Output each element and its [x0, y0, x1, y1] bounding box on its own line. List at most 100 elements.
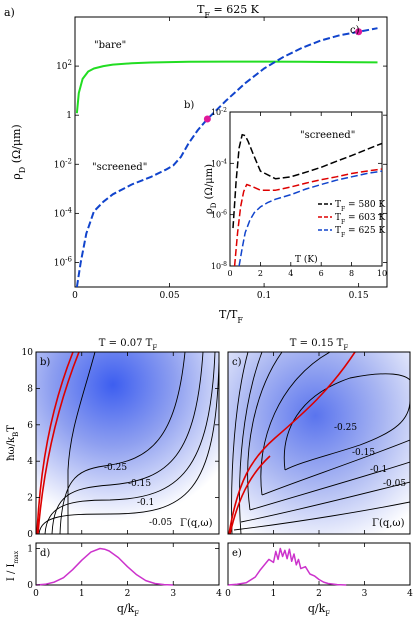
panel-d-frame: [35, 542, 220, 586]
dispersion-b-2: [37, 352, 80, 534]
panel-b-label: b): [40, 357, 50, 368]
y-tick-label: 6: [27, 421, 33, 431]
y-tick-label: 10-4: [54, 206, 73, 219]
y-tick-label: 10-2: [211, 107, 227, 118]
x-tick-label: 0: [72, 291, 78, 301]
panel-c-title: T = 0.15 TF: [290, 338, 349, 352]
y-tick-label: 0: [27, 581, 33, 591]
inset-series-line-2: [238, 170, 382, 266]
x-tick-label: 0.15: [349, 291, 369, 301]
contour-label-b-025: -0.25: [104, 463, 127, 473]
panel-a-series: [75, 27, 378, 287]
intensity-line-e: [227, 547, 347, 586]
contour-c-3: [247, 352, 410, 511]
inset-legend: TF = 580 K TF = 603 K TF = 625 K: [318, 200, 385, 239]
intensity-line-d: [35, 547, 174, 586]
series-line-bare: [75, 60, 378, 114]
x-tick-label: 0.05: [160, 291, 180, 301]
panel-e-xlabel: q/kF: [308, 602, 330, 618]
panel-e-series: [227, 547, 347, 586]
y-tick-label: 10-4: [211, 158, 227, 169]
contour-c-5: [231, 352, 410, 534]
x-tick-label: 3: [362, 589, 368, 599]
inset-series: [232, 133, 382, 266]
annotation-screened: "screened": [92, 162, 147, 173]
contour-c-4: [239, 352, 410, 534]
x-tick-label: 6: [319, 269, 324, 278]
panel-d-series: [35, 547, 174, 586]
contour-label-b-005: -0.05: [149, 518, 172, 528]
panel-c: T = 0.15 TF c) -0.25 -0.15 -0.1 -0.05 Γ(…: [227, 338, 411, 535]
x-tick-label: 0: [225, 589, 231, 599]
annotation-bare: "bare": [94, 40, 126, 51]
x-tick-label: 2: [316, 589, 322, 599]
x-tick-label: 2: [125, 589, 131, 599]
dispersion-b-1: [36, 352, 74, 534]
annotation-b: b): [184, 100, 194, 111]
panel-b-contours: [36, 352, 219, 534]
panel-a: TF = 625 K a) 0 0.05 0.1 0.15 10-6 10-4 10-2 1 1…: [4, 3, 388, 325]
x-tick-label: 0: [33, 589, 39, 599]
inset-ylabel: ρD (Ω/μm): [204, 164, 218, 214]
panel-b-ylabel: ħω/kBT: [6, 425, 20, 461]
y-tick-label: 10-6: [211, 209, 227, 220]
y-tick-label: 8: [27, 384, 33, 394]
contour-b-2: [59, 352, 186, 534]
panel-d-label: d): [40, 548, 50, 559]
panel-a-title: TF = 625 K: [197, 3, 260, 20]
legend-label-625: TF = 625 K: [335, 226, 385, 239]
inset-series-line-0: [232, 133, 382, 229]
contour-b-3: [51, 352, 204, 534]
panel-d-ylabel: I / Imax: [6, 550, 20, 581]
panel-b-ticks: 0 2 4 6 8 10: [22, 348, 220, 540]
panel-d: 0 1 2 3 4 0 1 d) q/kF I / Imax: [6, 542, 222, 618]
x-tick-label: 4: [216, 589, 222, 599]
contour-label-c-015: -0.15: [352, 448, 375, 458]
x-tick-label: 1: [79, 589, 85, 599]
x-tick-label: 10: [377, 269, 387, 278]
dispersion-c-1: [228, 352, 356, 534]
x-tick-label: 4: [288, 269, 293, 278]
y-tick-label: 2: [27, 494, 33, 504]
panel-c-label: c): [232, 357, 242, 368]
panel-a-frame: [74, 16, 388, 288]
inset-ticks: 0 2 4 6 8 10 10-8 10-6 10-4 10-2: [211, 107, 387, 279]
y-tick-label: 10-8: [211, 261, 227, 272]
panel-b-heatmap: [36, 352, 219, 534]
panel-e: 0 1 2 3 4 e) q/kF: [225, 542, 413, 618]
panel-b-title: T = 0.07 TF: [99, 338, 158, 352]
x-tick-label: 0.1: [257, 291, 271, 301]
contour-b-5: [38, 359, 219, 534]
contour-label-b-015: -0.15: [128, 479, 151, 489]
y-tick-label: 4: [27, 457, 33, 467]
annotation-c: c): [350, 25, 360, 36]
series-line-screened: [75, 27, 378, 287]
function-label-b: Γ(q,ω): [180, 518, 213, 529]
x-tick-label: 2: [258, 269, 263, 278]
y-tick-label: 10-2: [54, 157, 72, 170]
panel-a-inset: 0 2 4 6 8 10 10-8 10-6 10-4 10-2 "screened" T (K)…: [204, 107, 387, 279]
panel-c-heatmap: [228, 352, 410, 534]
inset-xlabel: T (K): [295, 254, 318, 265]
y-tick-label: 0: [27, 530, 33, 540]
contour-c-2: [260, 352, 410, 496]
x-tick-label: 0: [227, 269, 232, 278]
function-label-c: Γ(q,ω): [372, 518, 405, 529]
contour-c-1: [283, 373, 410, 471]
panel-e-label: e): [232, 548, 242, 559]
panel-a-xlabel: T/TF: [219, 308, 243, 325]
y-tick-label: 10-6: [54, 255, 73, 268]
panel-d-ticks: 0 1 2 3 4 0 1: [27, 543, 222, 599]
marker-point: [203, 115, 211, 123]
contour-label-b-01: -0.1: [137, 498, 154, 508]
y-tick-label: 1: [27, 544, 33, 554]
inset-annotation: "screened": [300, 130, 355, 141]
contour-b-1: [67, 352, 96, 534]
y-tick-label: 102: [56, 59, 72, 72]
contour-label-c-025: -0.25: [334, 423, 357, 433]
x-tick-label: 3: [170, 589, 176, 599]
panel-d-xlabel: q/kF: [117, 602, 139, 618]
